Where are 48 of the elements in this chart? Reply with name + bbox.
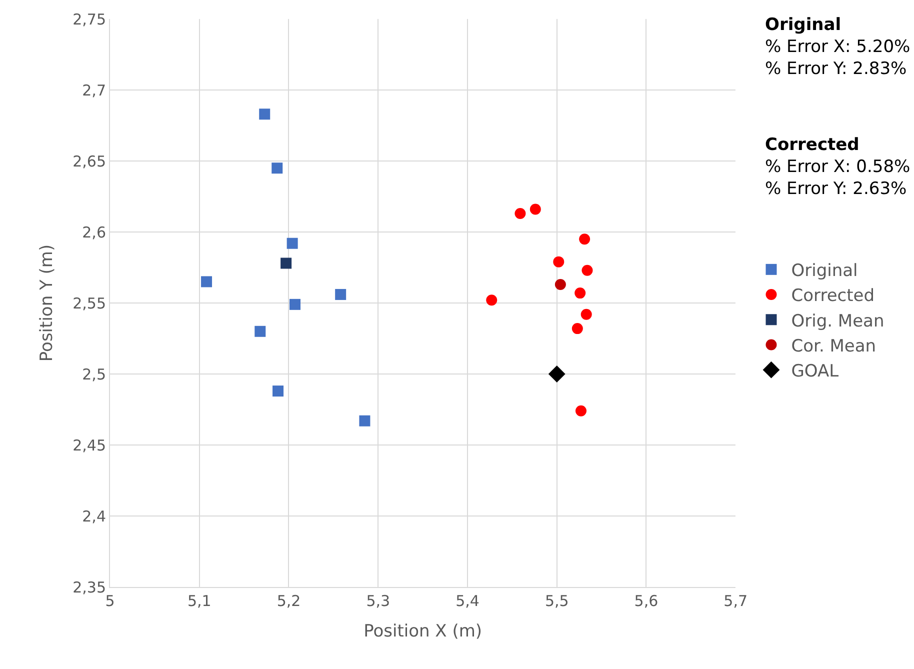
x-tick-label: 5,7: [724, 592, 748, 610]
x-tick-label: 5,4: [456, 592, 480, 610]
point: [286, 238, 298, 249]
point: [254, 326, 266, 337]
y-axis-title: Position Y (m): [37, 244, 58, 362]
point: [290, 298, 300, 310]
point: [272, 386, 284, 397]
point: [572, 323, 583, 334]
point: [486, 294, 498, 306]
point: [335, 288, 346, 300]
text: Corrected % Error X: 0.58% % Error Y: 2.63%: [765, 135, 910, 200]
point: [582, 264, 593, 276]
y-tick-label: 2,55: [72, 294, 106, 312]
y-tick-label: 2,35: [72, 578, 106, 596]
point: [530, 204, 541, 215]
point: [272, 162, 283, 174]
legend-label: Corrected: [791, 286, 875, 306]
point: [580, 308, 592, 320]
x-tick-label: 5,1: [187, 592, 212, 610]
legend-label: Cor. Mean: [791, 336, 876, 356]
y-tick-label: 2,6: [82, 223, 106, 242]
point: [574, 288, 586, 299]
legend-label: Original: [791, 261, 858, 282]
point: [514, 208, 526, 220]
point: [280, 258, 292, 269]
text: Original % Error X: 5.20% % Error Y: 2.83%: [765, 15, 910, 80]
legend-label: Orig. Mean: [791, 311, 884, 332]
point: [359, 415, 370, 426]
point: [553, 256, 564, 268]
x-axis-title: Position X (m): [364, 621, 482, 642]
x-tick-label: 5,5: [544, 592, 569, 610]
y-tick-label: 2,75: [72, 10, 106, 28]
x-tick-label: 5,6: [634, 592, 658, 610]
point: [548, 366, 566, 382]
point: [579, 234, 590, 245]
legend-label: GOAL: [791, 361, 840, 382]
x-tick-label: 5: [105, 592, 115, 610]
point: [575, 405, 586, 416]
point: [554, 279, 566, 290]
point: [259, 108, 270, 120]
point: [201, 276, 212, 288]
y-tick-label: 2,65: [72, 152, 106, 170]
x-tick-label: 5,2: [276, 592, 301, 610]
y-tick-label: 2,5: [82, 365, 106, 384]
y-tick-label: 2,45: [72, 436, 106, 454]
y-tick-label: 2,4: [82, 507, 106, 526]
y-tick-label: 2,7: [82, 81, 106, 100]
x-tick-label: 5,3: [366, 592, 390, 610]
